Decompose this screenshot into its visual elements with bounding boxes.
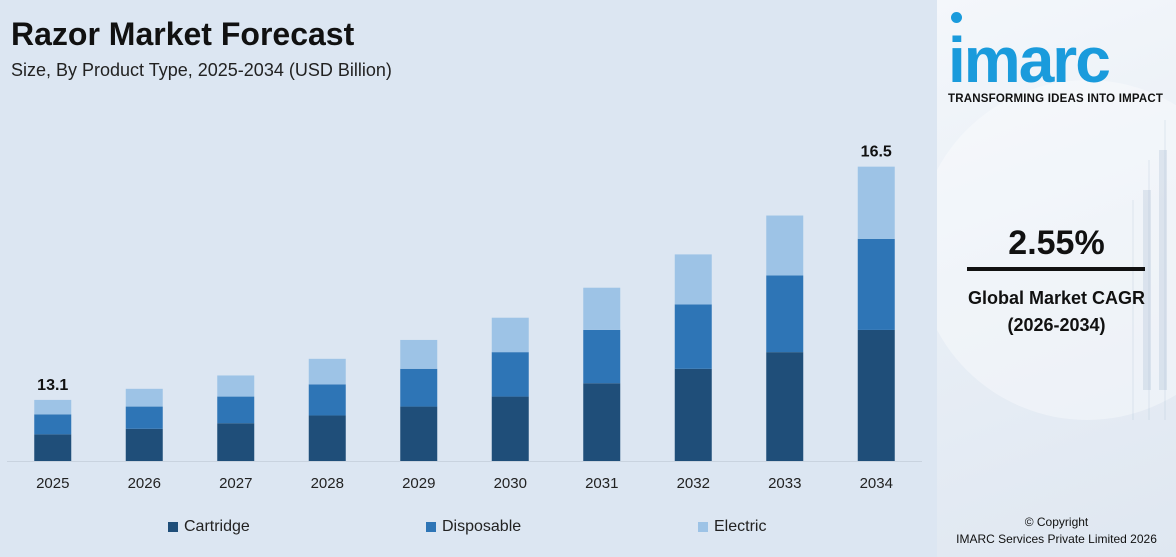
bar-disposable-2028	[308, 384, 346, 416]
bar-cartridge-2034	[857, 329, 895, 461]
x-tick-label: 2025	[36, 475, 69, 492]
bar-disposable-2030	[491, 352, 529, 397]
bar-electric-2033	[766, 215, 804, 276]
copyright-line2: IMARC Services Private Limited 2026	[956, 532, 1157, 546]
bar-electric-2030	[491, 317, 529, 353]
legend-swatch	[426, 522, 436, 532]
total-data-label: 13.1	[37, 377, 68, 394]
bar-disposable-2034	[857, 238, 895, 330]
bar-electric-2031	[583, 287, 621, 330]
chart-title: Razor Market Forecast	[11, 16, 355, 52]
bar-electric-2026	[125, 388, 163, 407]
chart-legend: Cartridge Disposable Electric	[0, 518, 937, 540]
bar-electric-2029	[400, 339, 438, 369]
logo-wordmark: imarc	[948, 24, 1111, 96]
legend-swatch	[168, 522, 178, 532]
branding-panel: imarc TRANSFORMING IDEAS INTO IMPACT 2.5…	[937, 0, 1176, 557]
x-tick-label: 2033	[768, 475, 801, 492]
bar-electric-2032	[674, 254, 712, 305]
total-data-label: 16.5	[861, 144, 892, 161]
cagr-label-line1: Global Market CAGR	[967, 288, 1146, 308]
logo-dot-icon	[951, 12, 962, 23]
bar-electric-2034	[857, 166, 895, 239]
bar-cartridge-2032	[674, 368, 712, 461]
x-tick-label: 2032	[677, 475, 710, 492]
bar-cartridge-2025	[34, 434, 72, 461]
x-tick-label: 2034	[860, 475, 893, 492]
legend-label: Cartridge	[184, 518, 250, 535]
stacked-bar-chart: 2025 2026 2027 2028 2029 2030 2031 2032 2033 2034…	[7, 144, 922, 492]
legend-label: Electric	[714, 518, 767, 535]
copyright-line1: © Copyright	[1024, 515, 1089, 529]
legend-item-disposable: Disposable	[426, 518, 521, 536]
legend-item-electric: Electric	[698, 518, 766, 536]
bar-cartridge-2033	[766, 352, 804, 461]
bar-disposable-2026	[125, 406, 163, 429]
cagr-label-line2: (2026-2034)	[1007, 315, 1106, 335]
legend-swatch	[698, 522, 708, 532]
background-chart-decoration	[937, 80, 1176, 420]
bar-disposable-2025	[34, 414, 72, 435]
bar-electric-2028	[308, 358, 346, 385]
copyright-notice: © Copyright IMARC Services Private Limit…	[937, 514, 1176, 548]
x-tick-label: 2031	[585, 475, 618, 492]
cagr-value: 2.55%	[1008, 224, 1105, 262]
bar-cartridge-2027	[217, 423, 255, 461]
x-tick-label: 2026	[128, 475, 161, 492]
cagr-divider	[967, 267, 1145, 271]
legend-label: Disposable	[442, 518, 522, 535]
bar-disposable-2031	[583, 329, 621, 384]
bar-cartridge-2031	[583, 383, 621, 461]
bar-disposable-2032	[674, 304, 712, 369]
x-tick-label: 2030	[494, 475, 527, 492]
bar-disposable-2033	[766, 275, 804, 353]
bar-electric-2027	[217, 375, 255, 397]
bar-disposable-2029	[400, 368, 438, 407]
bar-cartridge-2026	[125, 428, 163, 461]
bar-cartridge-2029	[400, 406, 438, 461]
chart-subtitle: Size, By Product Type, 2025-2034 (USD Bi…	[11, 60, 392, 80]
x-tick-label: 2028	[311, 475, 344, 492]
x-tick-label: 2027	[219, 475, 252, 492]
cagr-label: Global Market CAGR (2026-2034)	[937, 285, 1176, 339]
imarc-logo: imarc TRANSFORMING IDEAS INTO IMPACT	[947, 10, 1172, 110]
logo-tagline: TRANSFORMING IDEAS INTO IMPACT	[948, 93, 1164, 105]
bar-cartridge-2028	[308, 415, 346, 461]
x-tick-label: 2029	[402, 475, 435, 492]
chart-panel: Razor Market Forecast Size, By Product T…	[0, 16, 937, 540]
bar-disposable-2027	[217, 396, 255, 424]
legend-item-cartridge: Cartridge	[168, 518, 250, 536]
bar-electric-2025	[34, 399, 72, 415]
bar-cartridge-2030	[491, 396, 529, 461]
